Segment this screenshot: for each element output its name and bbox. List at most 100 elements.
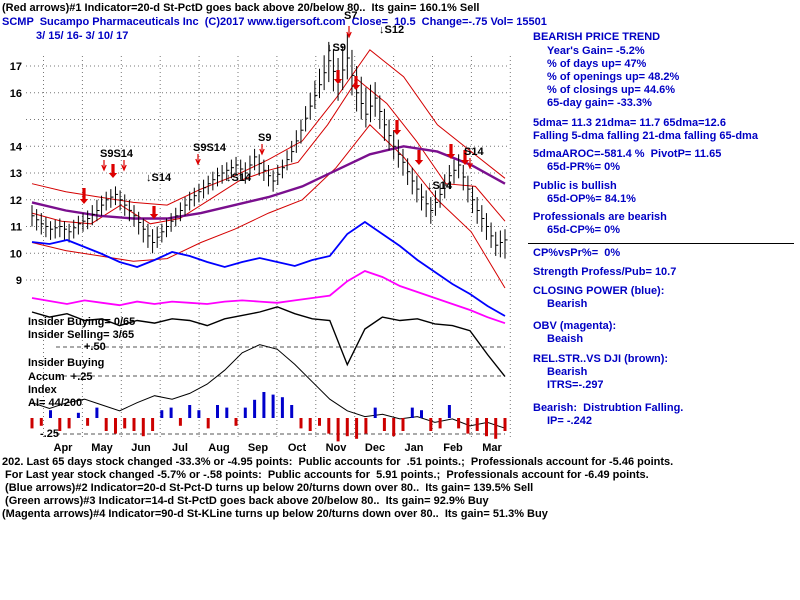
itrs-value: ITRS=-.297 bbox=[547, 379, 604, 391]
price-tick: 10 bbox=[10, 248, 22, 260]
sell-arrow-thick bbox=[414, 150, 424, 165]
month-label: Mar bbox=[482, 442, 502, 454]
insider-buying-label: Insider Buying bbox=[28, 357, 105, 369]
sell-arrow-thick bbox=[351, 76, 361, 90]
professionals-state: Professionals are bearish bbox=[533, 211, 667, 223]
accum-label: Accum +.25 bbox=[28, 371, 93, 383]
price-tick: 12 bbox=[10, 195, 22, 207]
footer-signal4: (Magenta arrows)#4 Indicator=90-d St-KLi… bbox=[2, 508, 548, 520]
sell-arrow-thick bbox=[108, 164, 118, 178]
price-tick: 9 bbox=[16, 275, 22, 287]
closing-power-label: CLOSING POWER (blue): bbox=[533, 285, 665, 297]
month-label: Jul bbox=[172, 442, 188, 454]
month-label: Oct bbox=[288, 442, 307, 454]
scale-minus25: -.25 bbox=[40, 428, 59, 440]
sell-arrow-thin bbox=[259, 144, 265, 156]
dma-trend: Falling 5-dma falling 21-dma falling 65-… bbox=[533, 130, 758, 142]
month-label: Nov bbox=[326, 442, 348, 454]
signal-label: S9S14 bbox=[100, 148, 134, 160]
distribution-state: Bearish: Distrubtion Falling. bbox=[533, 402, 684, 414]
footer-signal3: (Green arrows)#3 Indicator=14-d St-PctD … bbox=[2, 495, 489, 507]
price-tick: 14 bbox=[10, 141, 23, 153]
gain-65day: 65-day gain= -33.3% bbox=[547, 97, 652, 109]
month-label: Apr bbox=[54, 442, 74, 454]
signal-label: S7 bbox=[344, 10, 357, 22]
strength-ratio: Strength Profess/Pub= 10.7 bbox=[533, 266, 677, 278]
signal-label: ↓S14 bbox=[226, 172, 252, 184]
signal-label: ↓S14 bbox=[427, 180, 453, 192]
signal-annotations: S9S14 ↓S14 S9S14 ↓S14 S9 ↓S9 S7 ↓S12 ↓S14 S14 bbox=[100, 10, 484, 192]
signal-label: S9 bbox=[258, 132, 271, 144]
price-tick: 16 bbox=[10, 88, 22, 100]
years-gain: Year's Gain= -5.2% bbox=[547, 45, 645, 57]
sell-arrow-thick bbox=[79, 188, 89, 204]
sell-arrow-thick bbox=[392, 120, 402, 135]
insider-selling-count: Insider Selling= 3/65 bbox=[28, 329, 135, 341]
signal-label: ↓S14 bbox=[146, 172, 172, 184]
sell-arrow-thick bbox=[149, 206, 159, 219]
sell-arrow-thin bbox=[346, 26, 352, 39]
aroc-pivot: 5dmaAROC=-581.4 % PivotP= 11.65 bbox=[533, 148, 722, 160]
indicator-lines bbox=[31, 220, 506, 429]
header-date-range: 3/ 15/ 16- 3/ 10/ 17 bbox=[36, 30, 129, 42]
dma-values: 5dma= 11.3 21dma= 11.7 65dma=12.6 bbox=[533, 117, 726, 129]
month-label: Aug bbox=[208, 442, 229, 454]
obv-label: OBV (magenta): bbox=[533, 320, 617, 332]
footer-year-summary: For Last year stock changed -5.7% or -.5… bbox=[2, 469, 649, 481]
obv-line bbox=[31, 270, 506, 325]
footer-65day-summary: 202. Last 65 days stock changed -33.3% o… bbox=[2, 456, 674, 468]
price-tick: 11 bbox=[10, 222, 22, 234]
public-state: Public is bullish bbox=[533, 180, 617, 192]
signal-label: S14 bbox=[464, 146, 484, 158]
closings-up: % of closings up= 44.6% bbox=[547, 84, 676, 96]
month-label: Feb bbox=[443, 442, 463, 454]
insider-buying-count: Insider Buying= 0/65 bbox=[28, 316, 136, 328]
closing-power-state: Bearish bbox=[547, 298, 588, 310]
rel-str-line bbox=[31, 306, 506, 378]
sell-arrow-thick bbox=[460, 150, 470, 165]
gridlines bbox=[26, 56, 511, 440]
price-tick: 17 bbox=[10, 61, 22, 73]
sell-arrow-thin bbox=[467, 158, 473, 170]
month-label: Jun bbox=[131, 442, 151, 454]
axis-labels: 17 16 14 13 12 11 10 9 Apr May Jun Jul Aug Sep Oct Nov D… bbox=[10, 61, 503, 454]
ai-value: AI= 44/200 bbox=[28, 397, 83, 409]
cp65: 65d-CP%= 0% bbox=[547, 224, 621, 236]
scale-plus50: +.50 bbox=[84, 341, 106, 353]
sell-arrow-thick bbox=[446, 144, 456, 159]
footer-signal2: (Blue arrows)#2 Indicator=20-d St-Pct-D … bbox=[2, 482, 534, 494]
signal-label: S9S14 bbox=[193, 142, 227, 154]
sell-arrow-thin bbox=[121, 160, 127, 172]
sell-arrow-thin bbox=[101, 160, 107, 172]
header-title: SCMP Sucampo Pharmaceuticals Inc (C)2017… bbox=[2, 16, 547, 28]
header-signal1: (Red arrows)#1 Indicator=20-d St-PctD go… bbox=[2, 2, 480, 14]
price-bars bbox=[31, 33, 508, 259]
closing-power-line bbox=[31, 220, 506, 317]
month-label: May bbox=[91, 442, 113, 454]
sell-arrow-thin bbox=[195, 154, 201, 166]
month-label: Dec bbox=[365, 442, 385, 454]
ip-value: IP= -.242 bbox=[547, 415, 592, 427]
openings-up: % of openings up= 48.2% bbox=[547, 71, 680, 83]
sell-signal-arrows bbox=[79, 26, 473, 219]
relstr-state: Bearish bbox=[547, 366, 588, 378]
op65: 65d-OP%= 84.1% bbox=[547, 193, 636, 205]
accum-index-line bbox=[31, 344, 506, 429]
cp-vs-pr: CP%vsPr%= 0% bbox=[533, 247, 621, 259]
obv-state: Beaish bbox=[547, 333, 584, 345]
panel-separator bbox=[528, 243, 794, 244]
signal-label: ↓S9 bbox=[327, 42, 346, 54]
signal-label: ↓S12 bbox=[379, 24, 404, 36]
days-up: % of days up= 47% bbox=[547, 58, 647, 70]
index-label: Index bbox=[28, 384, 57, 396]
relstr-label: REL.STR..VS DJI (brown): bbox=[533, 353, 669, 365]
trend-title: BEARISH PRICE TREND bbox=[533, 31, 661, 43]
accumulation-histogram bbox=[30, 392, 507, 442]
pr65: 65d-PR%= 0% bbox=[547, 161, 621, 173]
sell-arrow-thick bbox=[333, 70, 343, 84]
month-label: Sep bbox=[248, 442, 268, 454]
price-tick: 13 bbox=[10, 168, 22, 180]
ma65-line bbox=[31, 145, 506, 220]
